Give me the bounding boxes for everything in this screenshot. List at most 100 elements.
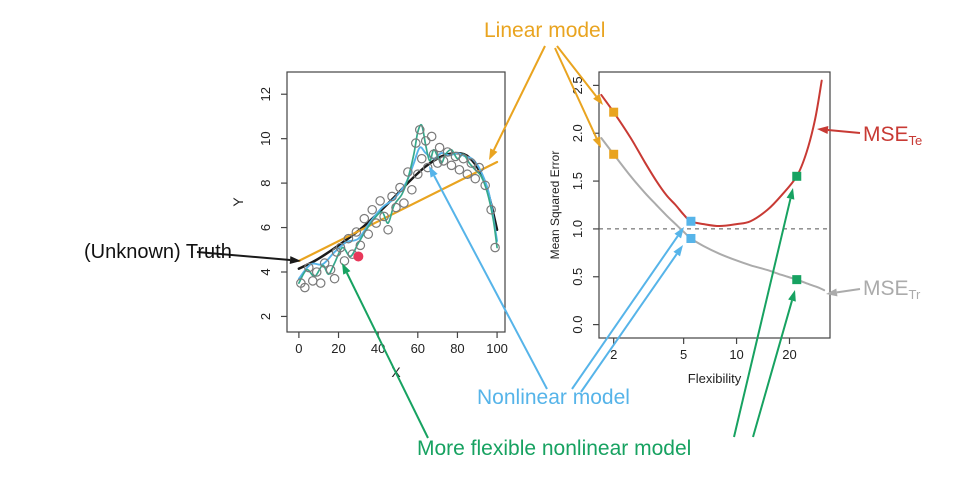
- arrow-line-blue: [433, 175, 548, 390]
- scatter-point: [416, 153, 427, 164]
- scatter-point: [303, 262, 314, 273]
- linear-model-label: Linear model: [484, 19, 606, 42]
- x-tick-label: 5: [680, 347, 687, 362]
- scatter-point: [339, 256, 350, 266]
- scatter-point: [480, 180, 490, 191]
- scatter-point: [335, 242, 346, 253]
- arrow-head-green: [342, 263, 351, 275]
- scatter-point: [407, 184, 417, 195]
- scatter-point: [432, 158, 443, 168]
- y-tick-label: 2.0: [570, 124, 585, 142]
- scatter-point: [462, 169, 473, 180]
- plot-panel-right: 2 5 10 200.00.51.01.52.02.5FlexibilityMean …: [548, 71, 831, 386]
- scatter-point: [391, 202, 401, 213]
- mse-marker-blue: [686, 216, 696, 226]
- scatter-point: [486, 204, 496, 215]
- y-tick-label: 1.0: [570, 220, 585, 238]
- mse-marker-green: [792, 275, 802, 285]
- arrow-line-red: [827, 129, 861, 134]
- y-tick-label: 8: [258, 179, 273, 186]
- arrow-line-green: [733, 198, 792, 438]
- arrow-head-blue: [674, 227, 684, 239]
- scatter-point: [454, 164, 465, 175]
- scatter-point: [434, 142, 445, 153]
- annotation-arrows: [196, 45, 861, 439]
- arrow-head-orange: [593, 93, 603, 105]
- mse-marker-green: [792, 171, 802, 181]
- x-tick-label: 10: [729, 347, 743, 362]
- scatter-point: [395, 182, 405, 193]
- scatter-point: [359, 213, 370, 224]
- y-tick-label: 0.0: [570, 316, 585, 334]
- arrow-line-orange: [556, 45, 598, 97]
- scatter-point: [442, 147, 453, 157]
- nonlinear-model-label: Nonlinear model: [477, 386, 630, 409]
- scatter-point: [474, 162, 485, 173]
- x-tick-label: 2: [610, 347, 617, 362]
- scatter-point: [307, 276, 318, 286]
- scatter-point: [351, 227, 362, 237]
- plot-box: [598, 71, 831, 339]
- plot-panel-left: 02040608010024681012XY: [230, 71, 508, 380]
- arrow-head-grey: [826, 288, 838, 297]
- scatter-point: [311, 267, 322, 277]
- x-tick-label: 80: [450, 341, 464, 356]
- scatter-point: [383, 224, 393, 235]
- arrow-line-green: [752, 300, 793, 438]
- scatter-point: [414, 124, 425, 135]
- arrow-line-green: [345, 272, 429, 439]
- plot-box: [286, 71, 506, 333]
- y-tick-label: 0.5: [570, 268, 585, 286]
- scatter-point: [458, 153, 469, 164]
- scatter-point: [411, 138, 421, 148]
- y-tick-label: 10: [258, 131, 273, 145]
- arrow-head-blue: [673, 245, 683, 257]
- arrow-head-black: [289, 256, 301, 265]
- scatter-point: [300, 282, 310, 293]
- arrow-head-orange: [592, 136, 601, 148]
- scatter-point: [343, 233, 354, 244]
- scatter-point: [315, 278, 326, 288]
- arrow-head-orange: [489, 148, 498, 160]
- mse-train-label: MSETr: [863, 277, 921, 302]
- arrow-line-blue: [571, 235, 679, 390]
- series-nonlinear: [297, 146, 499, 280]
- x-axis-label: Flexibility: [688, 371, 742, 386]
- arrow-line-black: [196, 251, 291, 262]
- scatter-point: [363, 229, 374, 240]
- x-tick-label: 60: [411, 341, 425, 356]
- y-tick-label: 6: [258, 224, 273, 231]
- scatter-point: [379, 211, 389, 222]
- scatter-point: [375, 196, 385, 206]
- mse-marker-orange: [609, 107, 619, 117]
- scatter-point: [329, 273, 340, 284]
- scatter-point: [428, 149, 439, 160]
- series-train_mse: [600, 137, 826, 292]
- scatter-point: [355, 240, 366, 251]
- mse-train-main: MSE: [863, 277, 909, 300]
- mse-marker-blue: [686, 233, 696, 243]
- arrow-line-orange: [492, 45, 546, 151]
- scatter-point: [371, 218, 381, 228]
- x-tick-label: 20: [331, 341, 345, 356]
- unknown-truth-label: (Unknown) Truth: [84, 241, 232, 263]
- mse-train-sub: Tr: [908, 286, 921, 302]
- y-tick-label: 1.5: [570, 172, 585, 190]
- scatter-point: [490, 242, 500, 253]
- mse-test-sub: Te: [908, 132, 923, 148]
- y-axis-label: Y: [230, 197, 246, 207]
- arrow-head-green: [788, 290, 796, 302]
- mse-test-label: MSETe: [863, 123, 923, 148]
- flexible-model-label: More flexible nonlinear model: [417, 437, 692, 460]
- scatter-point: [387, 191, 397, 202]
- scatter-point: [446, 160, 457, 171]
- x-tick-label: 100: [486, 341, 508, 356]
- y-axis-label: Mean Squared Error: [548, 151, 562, 260]
- scatter-point: [412, 169, 423, 180]
- mse-marker-orange: [609, 149, 619, 159]
- x-tick-label: 0: [295, 341, 302, 356]
- arrow-head-red: [817, 126, 829, 135]
- scatter-point: [470, 173, 481, 184]
- scatter-point: [422, 162, 433, 173]
